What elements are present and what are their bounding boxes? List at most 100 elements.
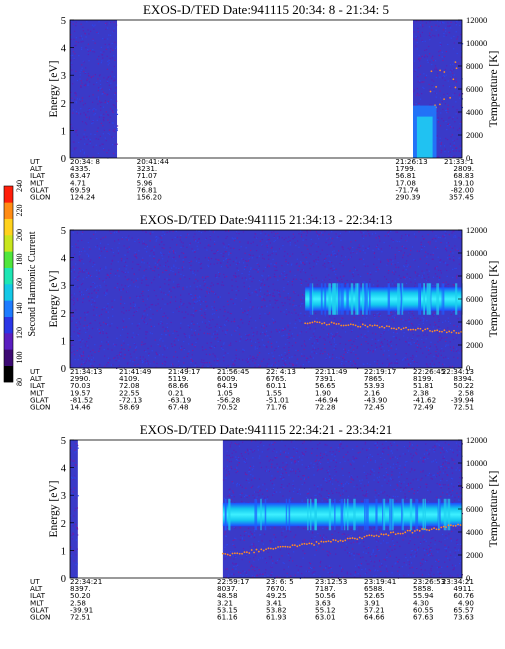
speckle [377, 548, 379, 551]
speckle [192, 272, 194, 275]
temperature-point [405, 326, 407, 329]
speckle [306, 261, 308, 263]
ephemeris-value: 68.66 [168, 381, 189, 390]
speckle [104, 38, 106, 40]
speckle [83, 133, 85, 135]
speckle [84, 102, 86, 105]
speckle [424, 54, 427, 56]
speckle [451, 232, 453, 234]
speckle [430, 568, 432, 570]
speckle [104, 92, 106, 95]
speckle [259, 365, 261, 367]
speckle [116, 129, 118, 132]
speckle [456, 348, 458, 350]
speckle [113, 30, 115, 32]
speckle [86, 143, 88, 145]
speckle [412, 324, 414, 326]
speckle [110, 268, 112, 271]
speckle [459, 68, 461, 70]
speckle [219, 308, 221, 311]
ephemeris-value: 2.38 [413, 388, 429, 397]
speckle [72, 491, 74, 493]
speckle [246, 358, 248, 360]
speckle [150, 268, 152, 270]
speckle [72, 493, 74, 496]
speckle [168, 279, 170, 281]
speckle [84, 317, 86, 319]
speckle [155, 304, 157, 306]
speckle [300, 230, 302, 232]
speckle [427, 365, 429, 368]
speckle [160, 323, 162, 325]
speckle [235, 349, 237, 351]
y-axis-label: Energy [eV] [48, 271, 60, 328]
speckle [394, 264, 396, 266]
speckle [452, 338, 455, 341]
speckle [363, 363, 365, 366]
speckle [147, 347, 149, 350]
speckle [303, 355, 305, 357]
speckle [336, 332, 339, 334]
speckle [367, 352, 369, 354]
speckle [428, 573, 430, 575]
speckle [452, 139, 454, 141]
speckle [182, 245, 184, 247]
speckle [246, 338, 249, 341]
speckle [414, 278, 416, 280]
speckle [332, 500, 334, 502]
speckle [88, 81, 91, 83]
speckle [261, 493, 264, 495]
speckle [243, 502, 245, 504]
speckle [124, 302, 126, 304]
speckle [389, 555, 391, 557]
speckle [330, 254, 333, 256]
speckle [189, 267, 191, 270]
speckle [252, 241, 254, 243]
speckle [415, 555, 417, 557]
speckle [102, 280, 104, 282]
speckle [281, 440, 283, 442]
speckle [235, 257, 238, 259]
speckle [352, 250, 354, 252]
speckle [356, 476, 359, 478]
speckle [385, 278, 388, 280]
speckle [98, 322, 101, 324]
speckle [307, 326, 309, 329]
speckle [107, 361, 110, 364]
speckle [249, 535, 251, 537]
speckle [431, 360, 433, 362]
speckle [72, 310, 74, 312]
speckle [155, 353, 158, 355]
speckle [418, 104, 420, 106]
speckle [92, 282, 94, 284]
speckle [365, 490, 368, 492]
speckle [245, 487, 247, 489]
speckle [382, 346, 384, 348]
speckle [99, 345, 101, 347]
speckle [251, 292, 253, 294]
ephemeris-value: -71.74 [395, 185, 419, 194]
speckle [347, 534, 349, 536]
speckle [455, 147, 457, 149]
speckle [182, 261, 185, 263]
speckle [430, 537, 432, 539]
speckle [311, 274, 313, 276]
speckle [194, 249, 196, 252]
speckle [359, 231, 362, 233]
speckle [407, 450, 410, 452]
speckle [126, 291, 129, 293]
ephemeris-value: -41.62 [413, 395, 436, 404]
temperature-point [313, 320, 316, 323]
speckle [137, 324, 139, 326]
speckle [85, 114, 87, 116]
speckle [344, 283, 347, 285]
speckle [402, 329, 404, 331]
speckle [121, 328, 124, 331]
speckle [439, 572, 441, 575]
speckle [441, 51, 443, 53]
speckle [453, 74, 455, 76]
speckle [205, 362, 207, 364]
speckle [233, 558, 235, 560]
speckle [303, 314, 306, 317]
speckle [357, 357, 359, 359]
